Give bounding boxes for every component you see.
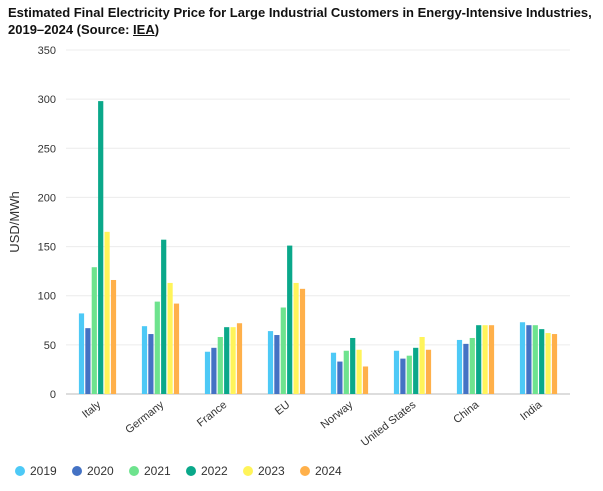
y-tick-label: 350 (38, 45, 56, 57)
legend-swatch (186, 466, 196, 476)
grid-lines (66, 49, 570, 395)
bar-2020-india[interactable] (526, 325, 532, 394)
bar-2023-france[interactable] (230, 327, 236, 394)
legend-swatch (300, 466, 310, 476)
y-tick-label: 0 (50, 389, 56, 401)
bar-2022-norway[interactable] (350, 337, 356, 394)
bar-2024-india[interactable] (551, 334, 558, 394)
bars (78, 101, 558, 395)
legend-item-2021[interactable]: 2021 (144, 464, 171, 478)
chart-title-main: Estimated Final Electricity Price for La… (8, 5, 592, 37)
x-tick-label: United States (359, 399, 419, 449)
chart-title-close: ) (154, 22, 160, 37)
x-tick-label: China (451, 398, 482, 426)
bar-2022-germany[interactable] (161, 239, 167, 394)
x-tick-label: Germany (123, 399, 166, 437)
bar-2023-india[interactable] (545, 333, 551, 394)
y-tick-label: 250 (38, 143, 56, 155)
legend-swatch (129, 466, 139, 476)
bar-2020-china[interactable] (463, 343, 469, 394)
bar-2022-france[interactable] (224, 327, 230, 394)
y-tick-label: 200 (38, 192, 56, 204)
legend: 2019 2020 2021 2022 2023 2024 (15, 464, 342, 478)
bar-2019-eu[interactable] (267, 331, 274, 394)
legend-swatch (15, 466, 25, 476)
x-tick-label: Norway (319, 399, 356, 432)
bar-2020-united-states[interactable] (400, 358, 406, 394)
y-axis-ticks: 0 50 100 150 200 250 300 350 (38, 45, 56, 401)
bar-2019-italy[interactable] (78, 313, 85, 394)
legend-swatch (72, 466, 82, 476)
legend-item-2019[interactable]: 2019 (30, 464, 57, 478)
bar-2021-eu[interactable] (280, 307, 286, 394)
bar-2024-france[interactable] (236, 323, 243, 394)
bar-2022-eu[interactable] (287, 245, 293, 394)
bar-2020-eu[interactable] (274, 335, 280, 394)
bar-2024-germany[interactable] (173, 303, 180, 394)
x-axis-ticks: Italy Germany France EU Norway United States C… (80, 398, 545, 449)
bar-2021-india[interactable] (532, 325, 538, 394)
legend-item-2022[interactable]: 2022 (201, 464, 228, 478)
y-axis-label: USD/MWh (7, 191, 22, 252)
x-tick-label: Italy (80, 399, 104, 421)
bar-2019-united-states[interactable] (393, 350, 400, 394)
bar-2024-china[interactable] (488, 325, 495, 394)
source-link[interactable]: IEA (133, 22, 155, 37)
bar-2021-united-states[interactable] (406, 355, 412, 394)
bar-2023-united-states[interactable] (419, 336, 425, 394)
bar-2024-italy[interactable] (110, 279, 117, 394)
bar-2019-france[interactable] (204, 351, 211, 394)
bar-2019-germany[interactable] (141, 326, 148, 394)
bar-2024-eu[interactable] (299, 288, 306, 394)
bar-2020-italy[interactable] (85, 328, 91, 394)
x-tick-label: France (195, 399, 229, 430)
bar-2022-italy[interactable] (98, 101, 104, 395)
bar-2022-china[interactable] (476, 325, 482, 394)
x-tick-label: EU (273, 399, 292, 418)
chart-title: Estimated Final Electricity Price for La… (8, 4, 598, 38)
bar-2021-norway[interactable] (343, 350, 349, 394)
y-tick-label: 300 (38, 94, 56, 106)
bar-2024-united-states[interactable] (425, 349, 432, 394)
legend-item-2023[interactable]: 2023 (258, 464, 285, 478)
bar-2020-germany[interactable] (148, 334, 154, 394)
bar-2020-norway[interactable] (337, 361, 343, 394)
bar-2022-united-states[interactable] (413, 347, 419, 394)
bar-2019-norway[interactable] (330, 352, 337, 394)
bar-2022-india[interactable] (539, 329, 545, 394)
bar-2021-china[interactable] (469, 337, 475, 394)
bar-2023-china[interactable] (482, 325, 488, 394)
legend-item-2024[interactable]: 2024 (315, 464, 342, 478)
bar-2021-germany[interactable] (154, 301, 160, 394)
bar-2023-norway[interactable] (356, 349, 362, 394)
bar-2021-france[interactable] (217, 336, 223, 394)
legend-item-2020[interactable]: 2020 (87, 464, 114, 478)
y-tick-label: 150 (38, 242, 56, 254)
y-tick-label: 50 (44, 340, 56, 352)
bar-2023-germany[interactable] (167, 282, 173, 394)
bar-2020-france[interactable] (211, 347, 217, 394)
y-tick-label: 100 (38, 291, 56, 303)
legend-swatch (243, 466, 253, 476)
bar-2019-china[interactable] (456, 339, 463, 394)
bar-2023-eu[interactable] (293, 282, 299, 394)
x-tick-label: India (518, 398, 545, 423)
bar-2021-italy[interactable] (91, 267, 97, 394)
bar-2023-italy[interactable] (104, 231, 110, 394)
bar-2024-norway[interactable] (362, 366, 369, 394)
bar-2019-india[interactable] (519, 322, 526, 394)
